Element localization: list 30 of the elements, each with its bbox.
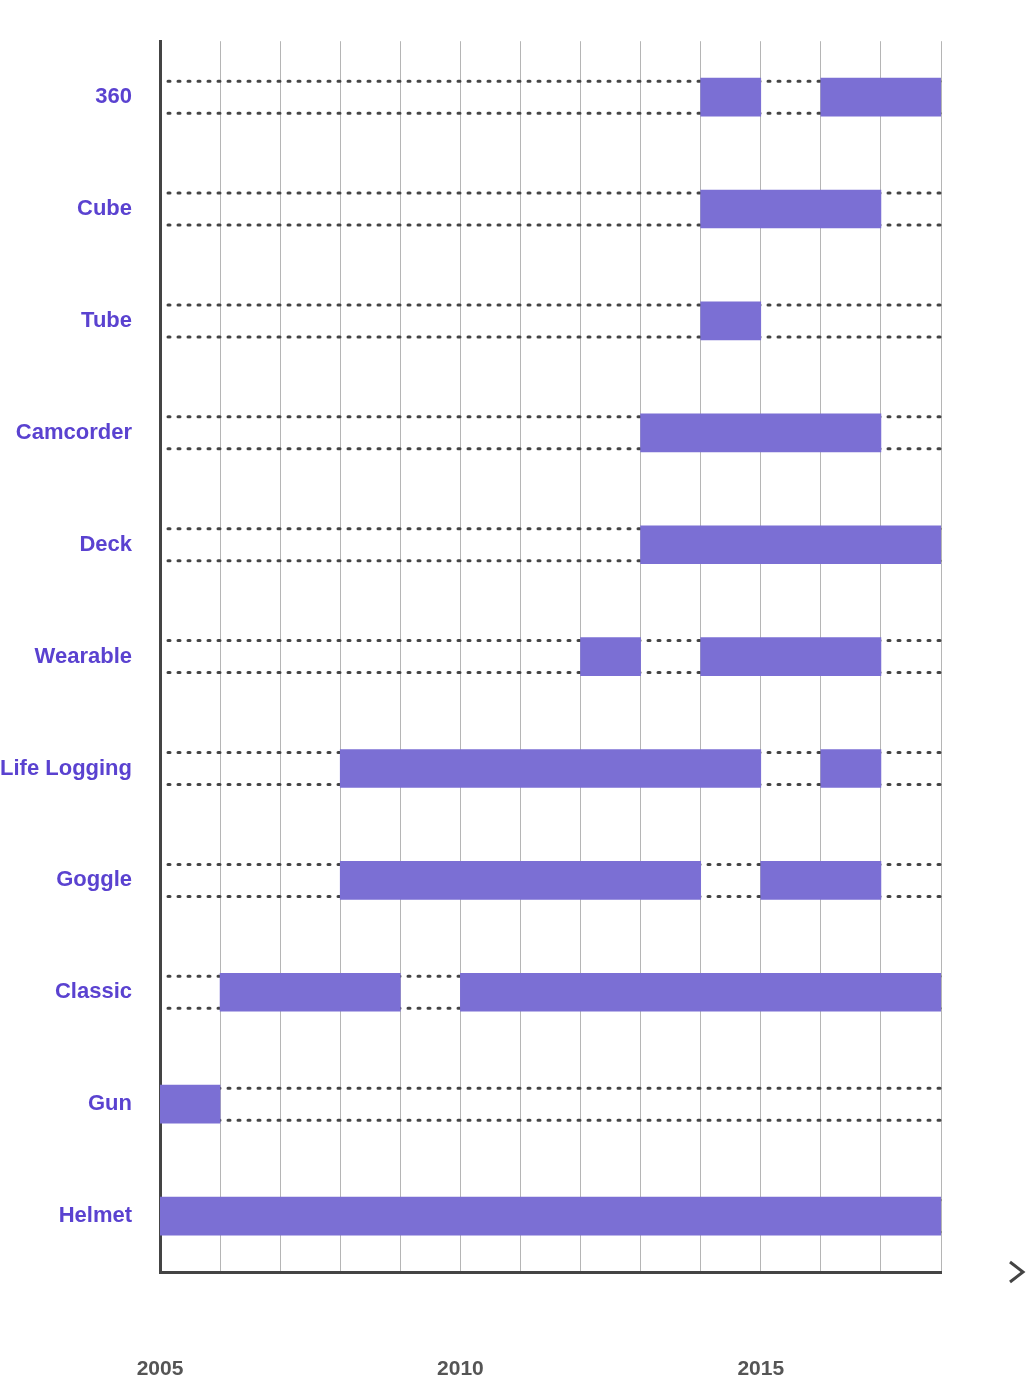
y-tick-label: Gun [88, 1090, 132, 1116]
bar [700, 189, 882, 229]
bar [820, 749, 882, 788]
y-tick-label: Deck [79, 530, 133, 556]
y-tick-label: Tube [81, 306, 132, 332]
bar [339, 861, 702, 900]
y-tick-label: Helmet [58, 1202, 133, 1228]
bar [820, 77, 941, 117]
y-tick-label: Classic [54, 978, 132, 1004]
bar [700, 77, 762, 117]
y-tick-label: Life Logging [0, 754, 132, 780]
x-tick-label: 2015 [737, 1356, 785, 1380]
y-tick-label: Goggle [56, 866, 132, 892]
y-tick-label: Cube [77, 195, 132, 221]
bar [160, 1084, 221, 1124]
bar [460, 972, 941, 1012]
bar [339, 749, 762, 788]
x-tick-label: 2010 [437, 1356, 484, 1380]
bar [700, 301, 762, 341]
bar [580, 637, 641, 676]
bar [640, 413, 882, 453]
x-tick-label: 2005 [136, 1356, 184, 1380]
bar [640, 525, 941, 565]
bar [760, 861, 882, 900]
bar [700, 637, 882, 676]
bar [219, 972, 401, 1012]
y-tick-label: 360 [95, 83, 132, 109]
bar [160, 1196, 941, 1236]
y-tick-label: Camcorder [15, 418, 133, 444]
y-tick-label: Wearable [34, 642, 132, 668]
